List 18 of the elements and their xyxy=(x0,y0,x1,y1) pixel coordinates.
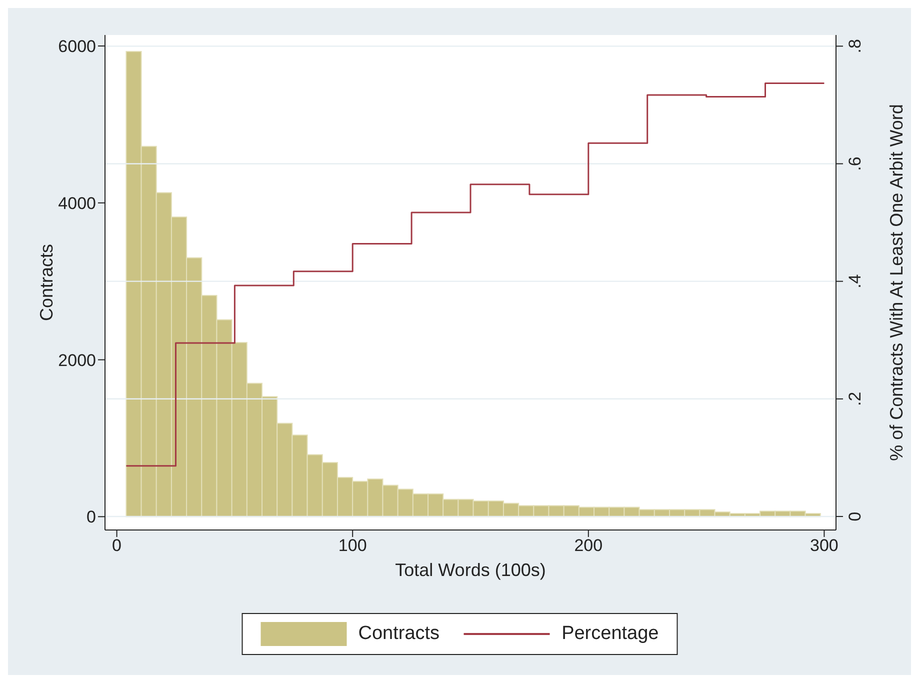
y2-tick-label: 0 xyxy=(846,512,864,522)
y2-tick-label: .4 xyxy=(846,274,864,288)
y2-tick-label: .8 xyxy=(846,39,864,54)
y2-tick-label: .6 xyxy=(846,156,864,171)
y-axis-title: Contracts xyxy=(36,244,56,322)
x-tick-label: 0 xyxy=(112,536,122,556)
y2-tick-label: .2 xyxy=(846,392,864,406)
y-tick-label: 4000 xyxy=(58,194,96,213)
x-tick-label: 100 xyxy=(338,536,367,556)
legend-label: Percentage xyxy=(562,623,659,645)
y-tick-label: 2000 xyxy=(58,350,96,370)
legend-label: Contracts xyxy=(358,623,440,645)
x-tick-label: 200 xyxy=(574,536,603,556)
y-tick-label: 0 xyxy=(86,508,96,527)
x-axis-title: Total Words (100s) xyxy=(395,560,546,580)
y-tick-label: 6000 xyxy=(58,37,96,56)
y2-axis-title: % of Contracts With At Least One Arbit Word xyxy=(886,104,906,461)
x-tick-label: 300 xyxy=(810,536,838,556)
